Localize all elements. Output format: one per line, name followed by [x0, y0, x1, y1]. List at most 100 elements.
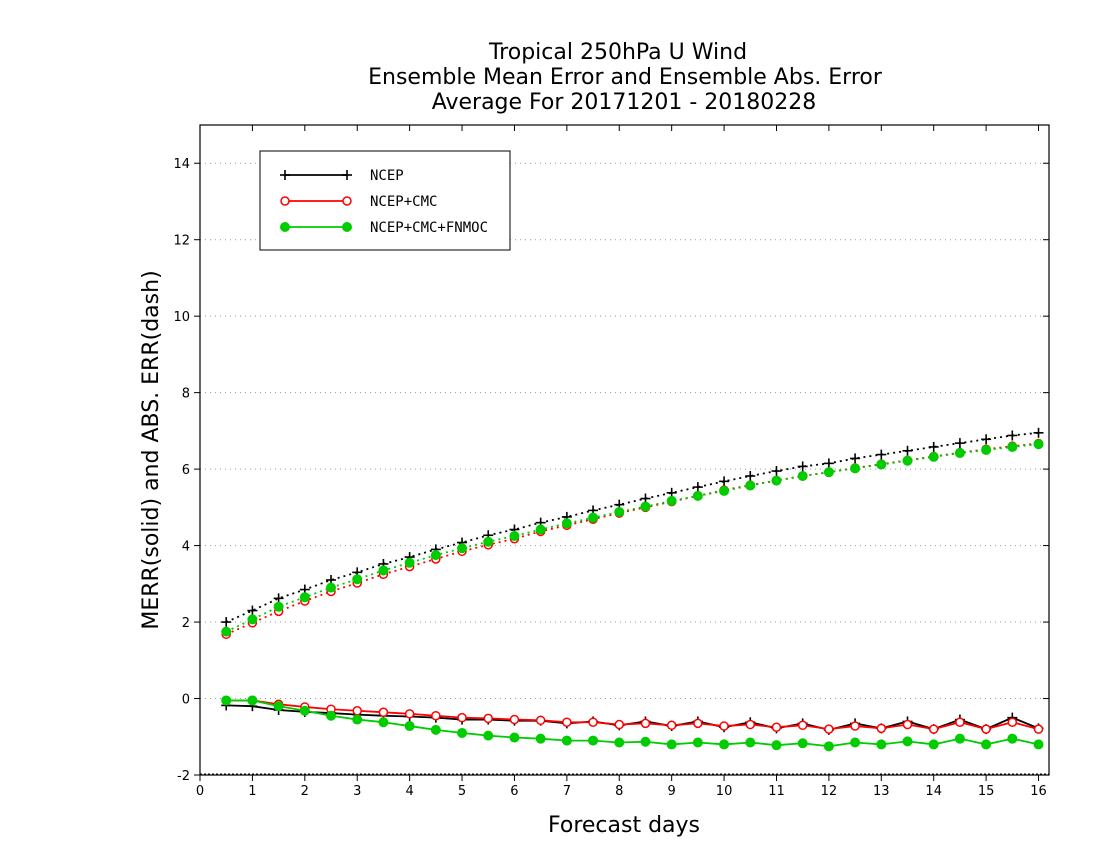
point-abs-ncep: [771, 466, 782, 477]
y-tick-label: 8: [182, 387, 190, 402]
y-tick-label: 0: [182, 693, 190, 708]
plot-frame: [199, 124, 1050, 776]
point-merr-ncep-cmc-fnmoc: [640, 736, 651, 747]
x-axis-label: Forecast days: [548, 813, 700, 838]
legend-label-ncep-cmc: NCEP+CMC: [370, 194, 437, 210]
point-merr-ncep-cmc-fnmoc: [588, 735, 599, 746]
point-abs-ncep-cmc-fnmoc: [928, 451, 939, 462]
point-merr-ncep-cmc-fnmoc: [928, 739, 939, 750]
point-abs-ncep-cmc-fnmoc: [299, 592, 310, 603]
legend-marker-ncep-cmc-fnmoc: [342, 222, 352, 232]
point-abs-ncep-cmc-fnmoc: [1033, 439, 1044, 450]
legend-marker-ncep-cmc: [342, 196, 352, 206]
point-abs-ncep: [797, 461, 808, 472]
point-merr-ncep-cmc-fnmoc: [326, 710, 337, 721]
point-merr-ncep-cmc: [588, 717, 598, 727]
point-merr-ncep-cmc-fnmoc: [692, 737, 703, 748]
point-abs-ncep-cmc-fnmoc: [247, 614, 258, 625]
point-merr-ncep-cmc-fnmoc: [247, 695, 258, 706]
point-merr-ncep-cmc: [457, 712, 467, 723]
point-abs-ncep-cmc-fnmoc: [771, 475, 782, 486]
point-merr-ncep-cmc: [876, 723, 887, 734]
point-abs-ncep: [928, 441, 939, 452]
point-abs-ncep-cmc-fnmoc: [692, 490, 703, 501]
point-abs-ncep-cmc-fnmoc: [797, 471, 808, 481]
point-abs-ncep-cmc-fnmoc: [561, 518, 572, 529]
point-abs-ncep-cmc-fnmoc: [876, 459, 887, 470]
chart-title-line2: Ensemble Mean Error and Ensemble Abs. Er…: [368, 65, 883, 90]
point-merr-ncep-cmc: [824, 724, 834, 734]
point-abs-ncep-cmc-fnmoc: [430, 550, 441, 561]
point-merr-ncep-cmc: [955, 717, 965, 727]
point-abs-ncep: [823, 458, 834, 469]
legend-label-ncep: NCEP: [370, 168, 404, 184]
point-abs-ncep-cmc-fnmoc: [823, 467, 834, 478]
point-merr-ncep-cmc-fnmoc: [745, 737, 756, 748]
point-merr-ncep-cmc: [352, 706, 362, 716]
x-tick-label: 1: [248, 784, 256, 799]
point-merr-ncep-cmc: [509, 714, 520, 725]
point-merr-ncep-cmc-fnmoc: [404, 721, 415, 732]
grid: [200, 162, 1049, 775]
point-abs-ncep: [692, 482, 703, 493]
legend-marker-ncep-cmc-fnmoc: [280, 222, 290, 232]
x-tick-label: 11: [768, 784, 785, 799]
point-merr-ncep-cmc-fnmoc: [483, 730, 494, 741]
point-abs-ncep-cmc-fnmoc: [614, 506, 625, 517]
point-merr-ncep-cmc: [562, 717, 572, 727]
y-tick-label: 10: [173, 310, 190, 325]
point-abs-ncep-cmc-fnmoc: [352, 574, 363, 585]
point-merr-ncep-cmc: [771, 722, 782, 732]
point-abs-ncep: [954, 438, 965, 449]
x-tick-label: 9: [668, 784, 676, 799]
point-merr-ncep-cmc-fnmoc: [850, 737, 861, 748]
x-tick-label: 0: [196, 784, 204, 799]
point-merr-ncep-cmc-fnmoc: [666, 739, 677, 750]
point-abs-ncep-cmc-fnmoc: [457, 543, 468, 554]
point-merr-ncep-cmc: [404, 709, 415, 719]
y-tick-label: 6: [182, 463, 190, 478]
point-merr-ncep-cmc: [693, 718, 703, 729]
point-merr-ncep-cmc-fnmoc: [352, 714, 363, 725]
y-tick-label: -2: [177, 769, 190, 784]
point-merr-ncep-cmc: [902, 719, 913, 730]
legend-label-ncep-cmc-fnmoc: NCEP+CMC+FNMOC: [370, 220, 488, 236]
point-merr-ncep-cmc-fnmoc: [719, 739, 730, 750]
point-merr-ncep-cmc: [928, 724, 939, 734]
x-tick-label: 14: [925, 784, 942, 799]
point-abs-ncep-cmc-fnmoc: [954, 448, 965, 459]
point-merr-ncep-cmc: [535, 715, 546, 726]
x-tick-label: 6: [510, 784, 518, 799]
x-tick-label: 2: [301, 784, 309, 799]
series-line-abs-ncep: [225, 431, 1039, 623]
x-tick-label: 12: [821, 784, 838, 799]
x-tick-label: 3: [353, 784, 361, 799]
point-merr-ncep-cmc-fnmoc: [981, 739, 992, 750]
point-merr-ncep-cmc-fnmoc: [273, 701, 284, 712]
point-merr-ncep-cmc-fnmoc: [771, 740, 782, 751]
point-abs-ncep-cmc-fnmoc: [221, 626, 232, 637]
point-abs-ncep-cmc-fnmoc: [483, 536, 494, 547]
point-merr-ncep-cmc: [797, 720, 808, 731]
point-merr-ncep-cmc-fnmoc: [509, 732, 520, 743]
point-merr-ncep-cmc-fnmoc: [561, 735, 572, 746]
point-abs-ncep: [221, 617, 232, 628]
point-abs-ncep: [1033, 427, 1044, 438]
point-abs-ncep-cmc-fnmoc: [273, 601, 284, 612]
point-merr-ncep-cmc-fnmoc: [797, 738, 808, 749]
point-abs-ncep-cmc-fnmoc: [535, 524, 546, 535]
point-merr-ncep-cmc: [745, 719, 756, 730]
x-tick-label: 8: [615, 784, 623, 799]
y-tick-label: 12: [173, 234, 190, 249]
point-merr-ncep-cmc: [614, 719, 625, 730]
y-tick-label: 14: [173, 157, 190, 172]
point-abs-ncep: [719, 476, 730, 487]
point-abs-ncep-cmc-fnmoc: [850, 463, 861, 474]
point-merr-ncep-cmc: [850, 721, 860, 731]
point-merr-ncep-cmc-fnmoc: [614, 737, 625, 748]
point-merr-ncep-cmc-fnmoc: [876, 739, 887, 750]
point-abs-ncep-cmc-fnmoc: [378, 565, 389, 576]
point-abs-ncep: [247, 605, 258, 616]
point-abs-ncep: [1007, 430, 1018, 441]
